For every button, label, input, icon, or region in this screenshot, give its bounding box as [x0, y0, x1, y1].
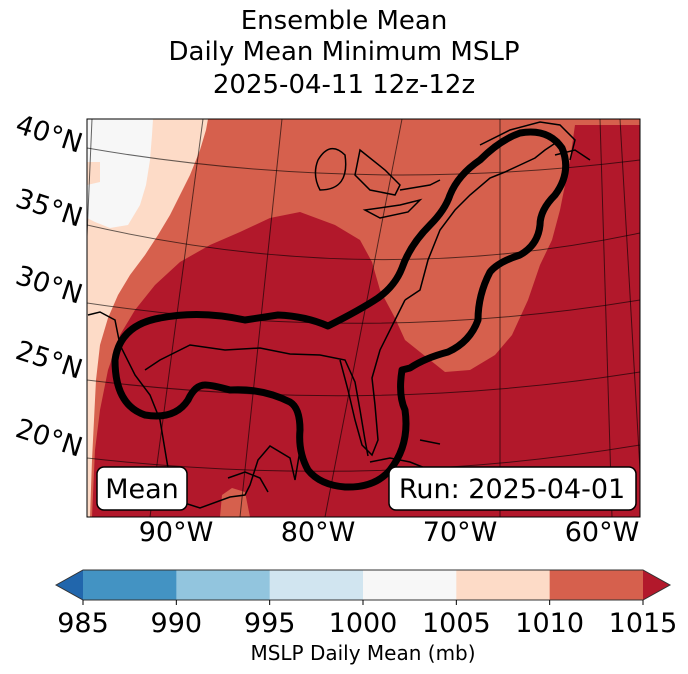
gridline-lat-20: [87, 444, 640, 472]
highlight-contour: [111, 128, 570, 491]
field-1000-1005: [87, 119, 153, 228]
gridline-lat-30: [87, 299, 640, 324]
lat-label-25: 25°N: [12, 335, 86, 386]
lon-label-60w: 60°W: [565, 517, 640, 548]
lat-label-40: 40°N: [12, 109, 86, 160]
colorbar-segment: [363, 570, 457, 600]
chart-title-line-1: Ensemble Mean: [240, 6, 448, 36]
colorbar-tick-label: 1015: [609, 608, 678, 639]
chart-title-line-2: Daily Mean Minimum MSLP: [168, 37, 520, 67]
colorbar-tick-label: 1000: [329, 608, 398, 639]
lon-label-80w: 80°W: [281, 517, 356, 548]
colorbar-tick-label: 990: [151, 608, 203, 639]
colorbar-tick-label: 1005: [422, 608, 491, 639]
gridline-lat-35: [87, 224, 640, 261]
colorbar-segment: [176, 570, 271, 600]
gridline-lat-25: [87, 371, 640, 397]
lat-label-30: 30°N: [12, 260, 86, 311]
gridline-lon-65: [599, 119, 613, 517]
colorbar-tick-label: 995: [244, 608, 296, 639]
chart-title-line-3: 2025-04-11 12z-12z: [212, 70, 476, 100]
colorbar-extend-under: [56, 570, 83, 600]
gridline-lon-75: [324, 119, 403, 517]
field-1010-1015: [87, 119, 640, 517]
coastline-east: [404, 139, 561, 301]
annotation-mean: Mean: [96, 466, 188, 511]
coastline-great-lakes: [314, 147, 441, 219]
gridlines: [87, 119, 640, 517]
coastline-yucatan: [227, 471, 269, 493]
coastline-florida: [339, 299, 406, 457]
colorbar-label: MSLP Daily Mean (mb): [250, 641, 475, 665]
gridline-lon-90: [87, 119, 93, 248]
annotation-run-text: Run: 2025-04-01: [399, 474, 625, 505]
colorbar: 985 990 995 1000 1005 1010 1015: [54, 569, 678, 639]
annotation-run-box: [388, 466, 637, 511]
lon-label-90w: 90°W: [139, 517, 214, 548]
gridline-lon-60: [619, 119, 640, 471]
colorbar-segment: [549, 570, 644, 600]
map-area: [87, 119, 640, 517]
colorbar-tick-label: 985: [57, 608, 109, 639]
lon-label-70w: 70°W: [423, 517, 498, 548]
annotation-mean-box: [96, 466, 188, 511]
lat-label-20: 20°N: [12, 413, 86, 464]
colorbar-segment: [456, 570, 551, 600]
colorbar-extend-over: [643, 570, 670, 600]
colorbar-segment: [269, 570, 364, 600]
colorbar-segment: [83, 570, 177, 600]
colorbar-tick-label: 1010: [515, 608, 584, 639]
map-frame: [86, 118, 641, 518]
annotation-mean-text: Mean: [105, 474, 179, 505]
annotation-run: Run: 2025-04-01: [388, 466, 637, 511]
lat-label-35: 35°N: [12, 183, 86, 234]
